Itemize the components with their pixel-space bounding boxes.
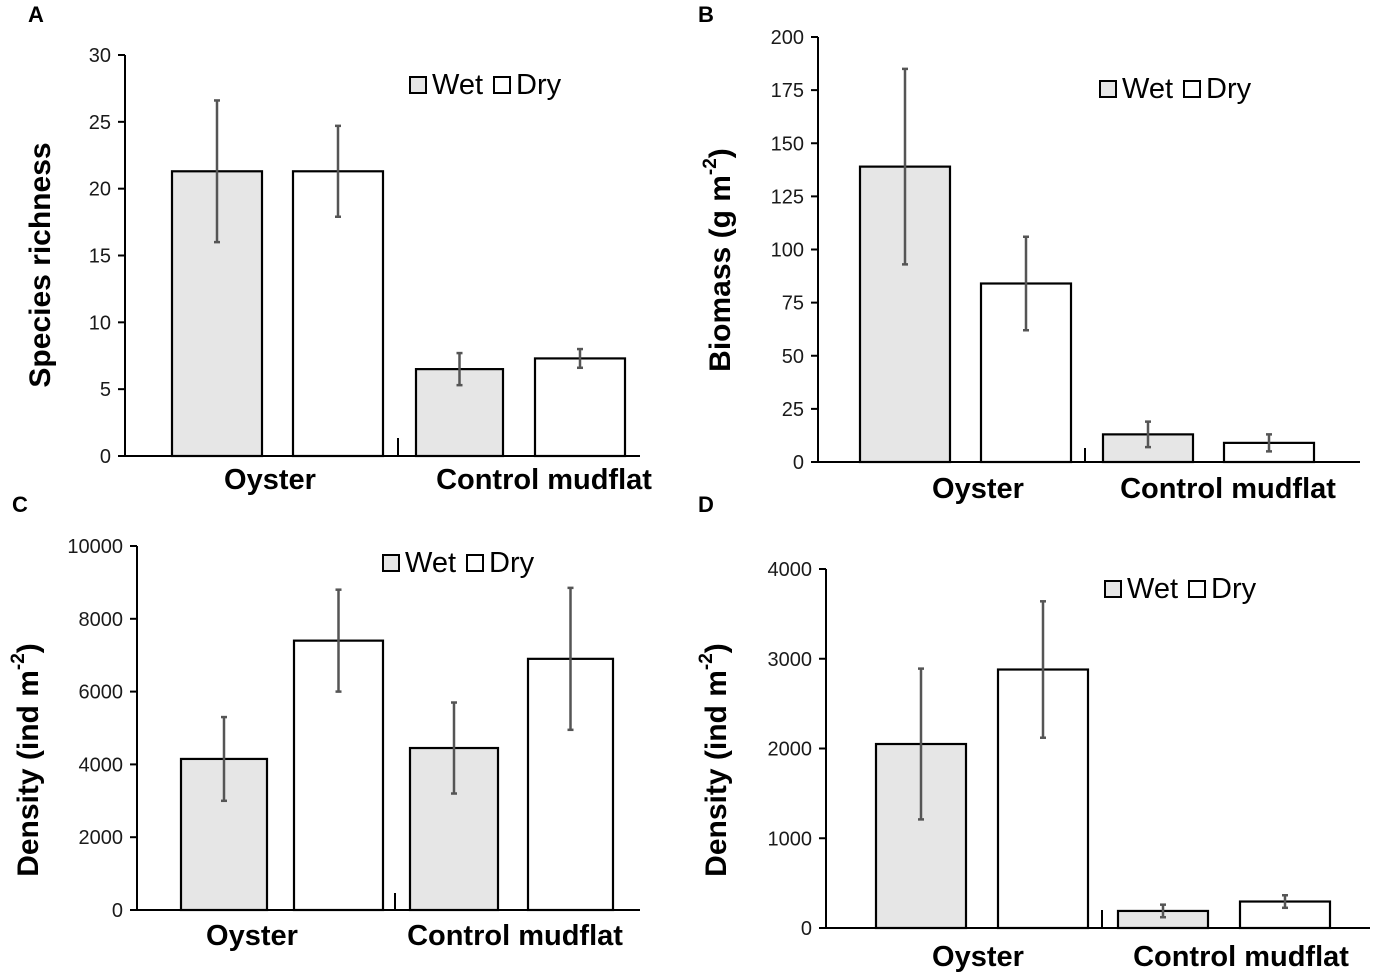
- y-axis-label-end: ): [700, 643, 733, 653]
- y-tick-label: 5: [100, 379, 111, 401]
- bar-dry-oyster: [291, 170, 385, 458]
- y-tick-label: 4000: [768, 559, 813, 581]
- category-label: Oyster: [206, 920, 298, 952]
- y-axis-label: Density (ind m-2): [8, 643, 45, 877]
- panel-letter: A: [28, 2, 44, 27]
- y-axis-label-end: ): [704, 148, 737, 158]
- y-tick-label: 2000: [79, 827, 124, 849]
- legend-label-wet: Wet: [1127, 573, 1178, 605]
- y-tick-label: 15: [89, 246, 111, 268]
- y-tick-label: 25: [89, 112, 111, 134]
- legend-swatch-wet: [1099, 80, 1117, 98]
- y-tick-label: 75: [782, 293, 804, 315]
- y-tick-label: 50: [782, 346, 804, 368]
- category-label: Oyster: [224, 464, 316, 496]
- y-tick-label: 8000: [79, 609, 124, 631]
- legend-swatch-dry: [466, 554, 484, 572]
- y-tick-label: 10: [89, 312, 111, 334]
- legend-swatch-wet: [409, 76, 427, 94]
- bar-dry-control-mudflat: [533, 357, 627, 458]
- legend-label-wet: Wet: [1122, 73, 1173, 105]
- legend-swatch-dry: [1188, 580, 1206, 598]
- y-tick-label: 125: [771, 186, 804, 208]
- y-tick-label: 10000: [67, 536, 123, 558]
- y-tick-label: 4000: [79, 754, 124, 776]
- panel-letter: C: [12, 492, 28, 517]
- y-tick-label: 0: [100, 446, 111, 468]
- category-label: Control mudflat: [436, 464, 652, 496]
- y-axis-label-superscript: -2: [700, 158, 721, 175]
- category-label: Control mudflat: [1120, 473, 1336, 505]
- legend-label-dry: Dry: [1206, 73, 1252, 105]
- y-axis-label-text: Species richness: [24, 142, 57, 387]
- y-tick-label: 1000: [768, 828, 813, 850]
- y-tick-label: 6000: [79, 682, 124, 704]
- y-tick-label: 25: [782, 399, 804, 421]
- y-axis-label-text: Density (ind m: [12, 670, 45, 877]
- panel-letter: B: [698, 2, 714, 27]
- legend-swatch-wet: [382, 554, 400, 572]
- y-tick-label: 100: [771, 240, 804, 262]
- legend-label-dry: Dry: [489, 547, 535, 579]
- y-axis-label-superscript: -2: [8, 653, 29, 670]
- y-tick-label: 3000: [768, 649, 813, 671]
- y-tick-label: 200: [771, 27, 804, 49]
- y-tick-label: 150: [771, 133, 804, 155]
- y-axis-label-text: Density (ind m: [700, 670, 733, 877]
- y-axis-label: Biomass (g m-2): [700, 148, 737, 372]
- y-tick-label: 0: [793, 452, 804, 474]
- legend-label-wet: Wet: [432, 69, 483, 101]
- category-label: Control mudflat: [407, 920, 623, 952]
- y-axis-label: Species richness: [24, 142, 57, 387]
- panel-a: A 0 5 10 15 20 25 30 Species richness Oyster Contr…: [24, 2, 652, 496]
- y-tick-label: 20: [89, 179, 111, 201]
- y-tick-label: 0: [801, 918, 812, 940]
- category-label: Control mudflat: [1133, 941, 1349, 973]
- category-label: Oyster: [932, 473, 1024, 505]
- legend-swatch-dry: [1183, 80, 1201, 98]
- category-label: Oyster: [932, 941, 1024, 973]
- legend-label-dry: Dry: [516, 69, 562, 101]
- y-tick-label: 0: [112, 900, 123, 922]
- panel-c: C 0 2000 4000 6000 8000 10000 Density (ind m-2)…: [8, 492, 640, 952]
- y-tick-label: 30: [89, 45, 111, 67]
- y-axis-label-text: Biomass (g m: [704, 175, 737, 372]
- legend-swatch-wet: [1104, 580, 1122, 598]
- y-axis-label-end: ): [12, 643, 45, 653]
- bar-wet-control-mudflat: [414, 368, 505, 458]
- y-axis-label: Density (ind m-2): [696, 643, 733, 877]
- legend-swatch-dry: [493, 76, 511, 94]
- y-tick-label: 2000: [768, 739, 813, 761]
- panel-d: D 0 1000 2000 3000 4000 Density (ind m-2) Oyste…: [696, 492, 1370, 973]
- bar-dry-oyster: [292, 639, 385, 912]
- legend-label-wet: Wet: [405, 547, 456, 579]
- panel-b: B 0 25 50 75 100 125 150 175 200 Biomass (g m-2) Oy…: [698, 2, 1360, 505]
- panel-letter: D: [698, 492, 714, 517]
- y-tick-label: 175: [771, 80, 804, 102]
- y-axis-label-superscript: -2: [696, 653, 717, 670]
- legend-label-dry: Dry: [1211, 573, 1257, 605]
- bar-wet-control-mudflat: [408, 746, 500, 912]
